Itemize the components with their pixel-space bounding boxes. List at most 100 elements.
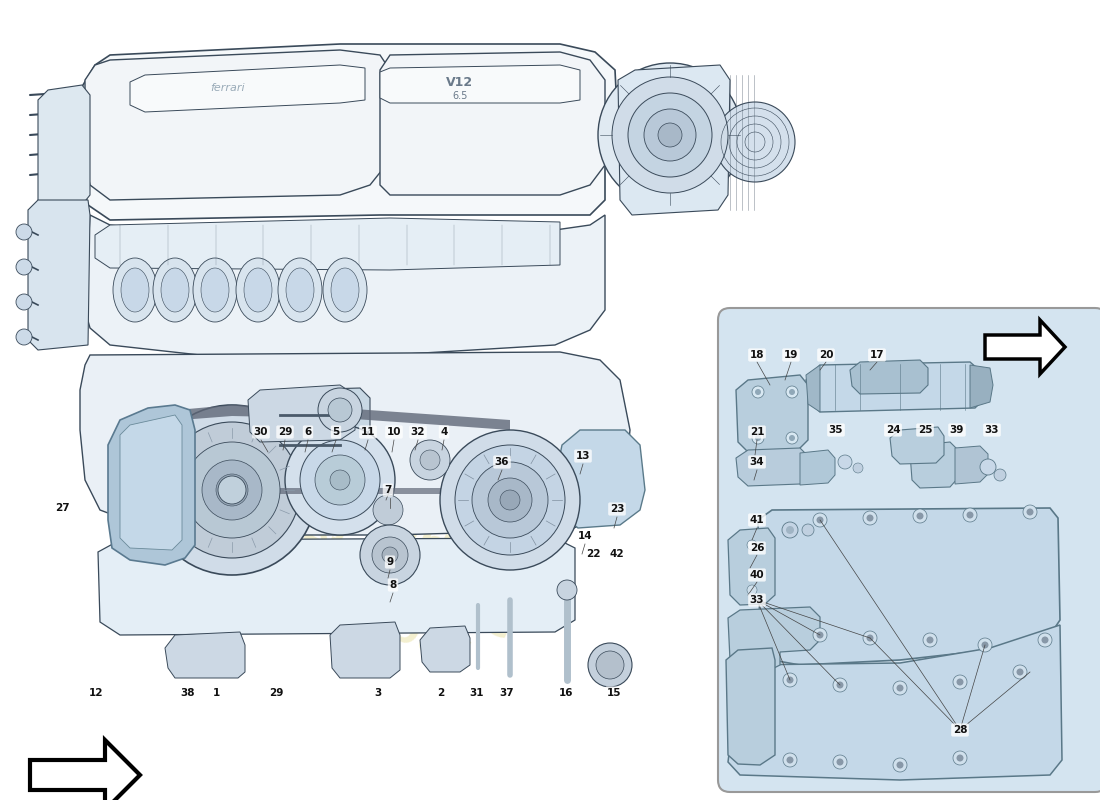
Circle shape [318, 388, 362, 432]
Circle shape [588, 643, 632, 687]
Circle shape [1042, 637, 1048, 643]
Circle shape [184, 442, 280, 538]
Ellipse shape [236, 258, 280, 322]
Text: 8: 8 [389, 580, 397, 590]
Text: 40: 40 [750, 570, 764, 580]
Text: 37: 37 [499, 688, 515, 698]
Text: 3: 3 [374, 688, 382, 698]
Text: 23: 23 [609, 504, 625, 514]
Circle shape [782, 522, 797, 538]
FancyBboxPatch shape [718, 308, 1100, 792]
Circle shape [786, 386, 798, 398]
Text: 2: 2 [438, 688, 444, 698]
Polygon shape [726, 648, 775, 765]
Text: 7: 7 [384, 485, 392, 495]
Circle shape [455, 445, 565, 555]
Text: 17: 17 [870, 350, 884, 360]
Circle shape [1016, 669, 1023, 675]
Text: 4: 4 [440, 427, 448, 437]
Circle shape [472, 462, 548, 538]
Polygon shape [558, 430, 645, 528]
Circle shape [789, 435, 795, 441]
Polygon shape [155, 405, 510, 430]
Circle shape [813, 628, 827, 642]
Polygon shape [232, 488, 510, 494]
Ellipse shape [286, 268, 313, 312]
Circle shape [981, 642, 989, 649]
Ellipse shape [192, 258, 236, 322]
Circle shape [315, 455, 365, 505]
Text: 16: 16 [559, 688, 573, 698]
Polygon shape [80, 44, 618, 220]
Polygon shape [80, 352, 630, 535]
Circle shape [644, 109, 696, 161]
Circle shape [783, 673, 798, 687]
Circle shape [836, 682, 844, 689]
Polygon shape [736, 448, 808, 486]
Circle shape [967, 511, 974, 518]
Text: 24: 24 [886, 425, 900, 435]
Polygon shape [984, 320, 1065, 374]
Circle shape [218, 476, 246, 504]
Circle shape [285, 425, 395, 535]
Circle shape [747, 585, 757, 595]
Polygon shape [800, 450, 835, 485]
Text: 6: 6 [305, 427, 311, 437]
Circle shape [953, 751, 967, 765]
Circle shape [752, 432, 764, 444]
Circle shape [410, 440, 450, 480]
Polygon shape [330, 622, 400, 678]
Circle shape [373, 495, 403, 525]
Circle shape [488, 478, 532, 522]
Circle shape [923, 633, 937, 647]
Circle shape [980, 459, 996, 475]
Circle shape [164, 422, 300, 558]
Text: 33: 33 [750, 595, 764, 605]
Circle shape [953, 675, 967, 689]
Polygon shape [108, 405, 195, 565]
Polygon shape [420, 626, 470, 672]
Circle shape [838, 455, 853, 469]
Text: 10: 10 [387, 427, 402, 437]
Circle shape [747, 540, 757, 550]
Circle shape [328, 398, 352, 422]
Text: 18: 18 [750, 350, 764, 360]
Circle shape [1013, 665, 1027, 679]
Circle shape [755, 435, 761, 441]
Text: 21: 21 [750, 427, 764, 437]
Circle shape [867, 634, 873, 642]
Circle shape [216, 474, 248, 506]
Text: ferrari: ferrari [210, 83, 244, 93]
Text: 29: 29 [268, 688, 283, 698]
Polygon shape [970, 365, 993, 408]
Polygon shape [728, 528, 776, 605]
Text: 5: 5 [332, 427, 340, 437]
Ellipse shape [201, 268, 229, 312]
Text: 35: 35 [828, 425, 844, 435]
Circle shape [896, 685, 903, 691]
Circle shape [789, 389, 795, 395]
Text: la parte
direttamente
since 1985: la parte direttamente since 1985 [222, 452, 538, 688]
Text: 25: 25 [917, 425, 933, 435]
Circle shape [852, 463, 864, 473]
Polygon shape [120, 415, 182, 550]
Text: 14: 14 [578, 531, 592, 541]
Text: 19: 19 [784, 350, 799, 360]
Text: 42: 42 [609, 549, 625, 559]
Circle shape [786, 432, 798, 444]
Circle shape [300, 440, 379, 520]
Text: 28: 28 [953, 725, 967, 735]
Polygon shape [736, 375, 808, 452]
Text: 41: 41 [750, 515, 764, 525]
Circle shape [755, 389, 761, 395]
Ellipse shape [323, 258, 367, 322]
Text: 12: 12 [89, 688, 103, 698]
Circle shape [16, 259, 32, 275]
Circle shape [360, 525, 420, 585]
Circle shape [916, 513, 924, 519]
Ellipse shape [331, 268, 359, 312]
Polygon shape [85, 215, 605, 355]
Polygon shape [379, 52, 605, 195]
Text: 33: 33 [984, 425, 999, 435]
Polygon shape [280, 388, 370, 440]
